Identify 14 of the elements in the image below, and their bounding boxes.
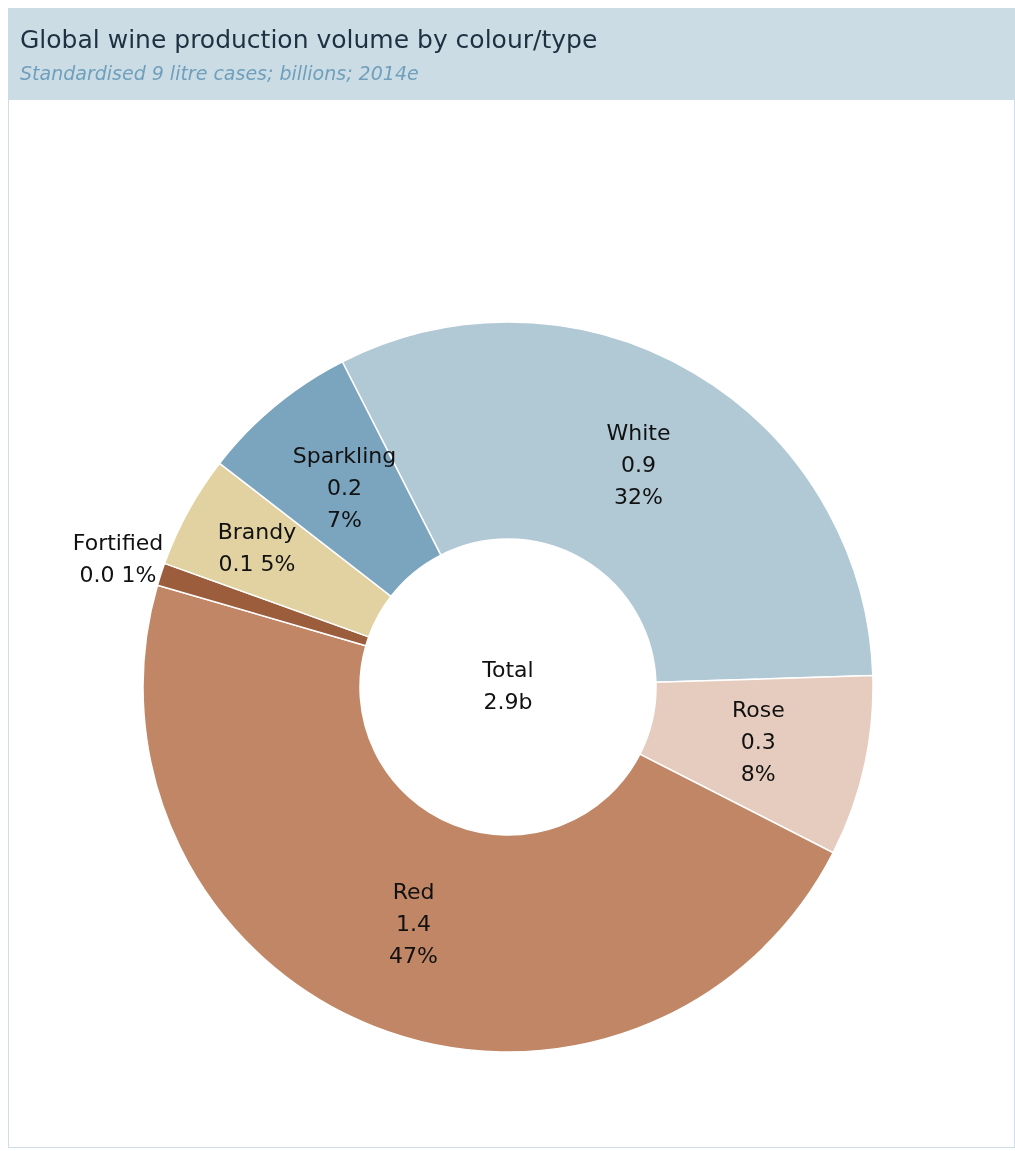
slice-label: Red: [392, 879, 435, 905]
chart-subtitle: Standardised 9 litre cases; billions; 2014e: [20, 62, 419, 84]
slice-label: Brandy: [217, 518, 297, 544]
chart-title: Global wine production volume by colour/type: [20, 25, 598, 54]
slice-label: White: [606, 420, 671, 446]
data-label: 0.3 8%: [740, 728, 776, 786]
data-label: 0.0 1%: [79, 562, 157, 588]
data-label: 0.1 5%: [218, 550, 296, 576]
data-label: 1.4 47%: [389, 911, 439, 969]
slice-label: Rose: [731, 696, 785, 722]
slice-label: Fortified: [72, 530, 164, 556]
data-label: 0.9 32%: [614, 452, 664, 510]
text: Total 2.9b: [481, 657, 534, 714]
data-label: 0.2 7%: [327, 475, 362, 533]
